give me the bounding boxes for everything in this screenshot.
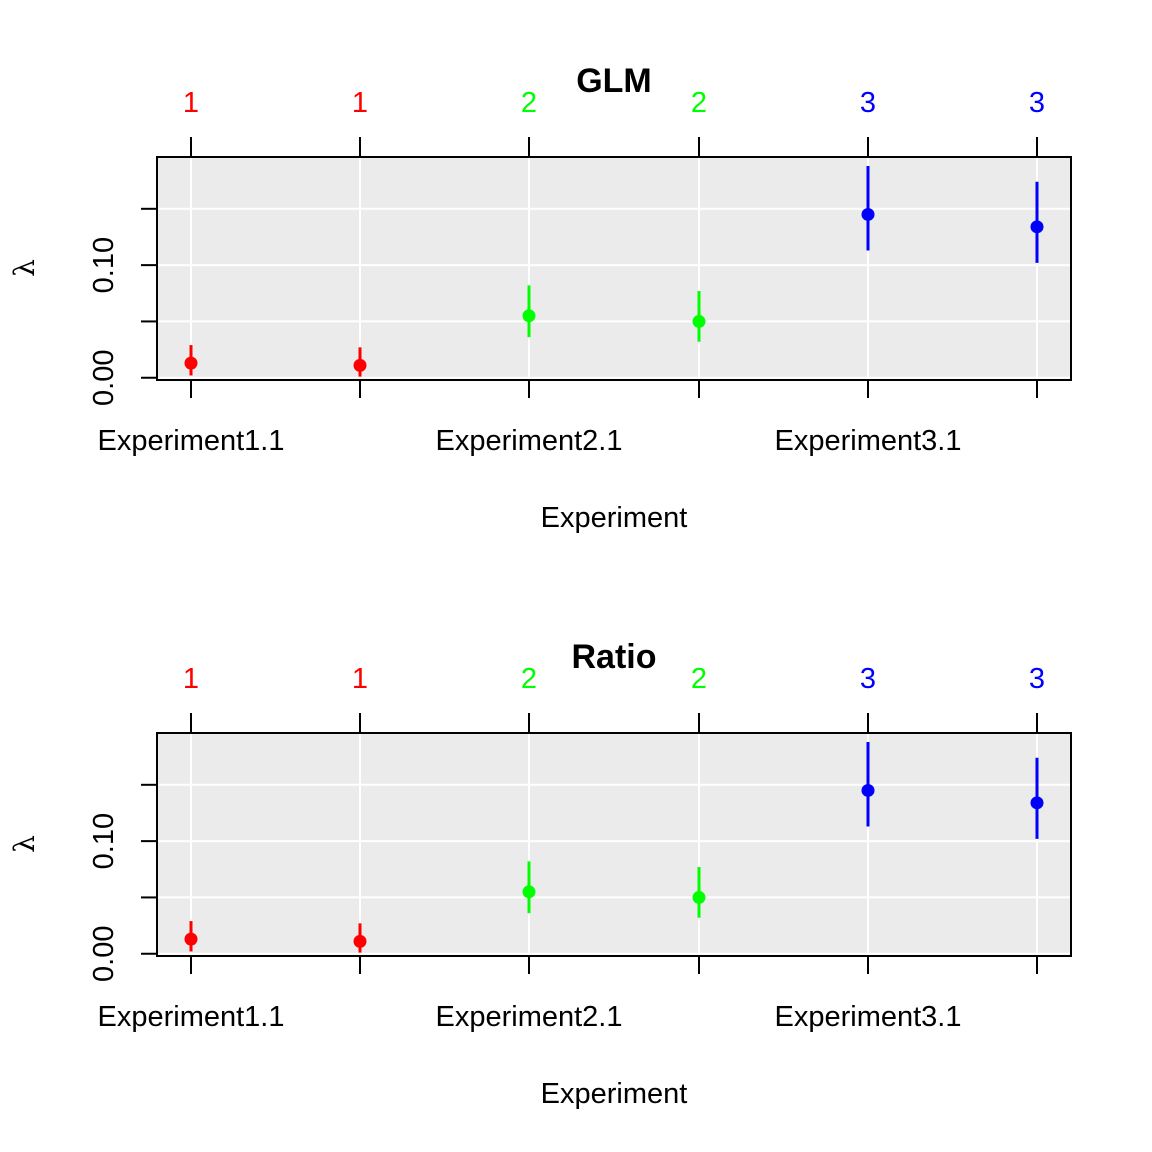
x-tick-label: Experiment1.1 bbox=[98, 1001, 285, 1033]
y-axis-title: λ bbox=[8, 259, 41, 277]
data-point bbox=[353, 934, 367, 948]
data-point bbox=[522, 309, 536, 323]
y-tick-label: 0.10 bbox=[88, 237, 120, 293]
top-group-label: 3 bbox=[1029, 663, 1045, 695]
x-tick-label: Experiment2.1 bbox=[436, 1001, 623, 1033]
x-axis-title: Experiment bbox=[541, 502, 688, 534]
y-tick-label: 0.10 bbox=[88, 813, 120, 869]
y-tick-label: 0.00 bbox=[88, 926, 120, 982]
plot-title: GLM bbox=[576, 62, 652, 100]
x-tick-label: Experiment3.1 bbox=[775, 1001, 962, 1033]
top-group-label: 3 bbox=[860, 663, 876, 695]
data-point bbox=[692, 890, 706, 904]
y-tick-label: 0.00 bbox=[88, 350, 120, 406]
top-group-label: 2 bbox=[521, 87, 537, 119]
data-point bbox=[522, 885, 536, 899]
top-group-label: 1 bbox=[352, 663, 368, 695]
plot-panel-1: 0.00 0.10 λ Experiment1.1 Experiment2.1 Exper… bbox=[8, 62, 1072, 534]
data-point bbox=[1030, 220, 1044, 234]
top-group-label: 1 bbox=[183, 663, 199, 695]
plot-title: Ratio bbox=[572, 638, 657, 676]
data-point bbox=[184, 932, 198, 946]
top-group-label: 2 bbox=[521, 663, 537, 695]
top-group-label: 1 bbox=[183, 87, 199, 119]
top-group-label: 2 bbox=[691, 663, 707, 695]
plot-background bbox=[157, 157, 1071, 380]
y-axis-title: λ bbox=[8, 835, 41, 853]
top-group-label: 1 bbox=[352, 87, 368, 119]
top-group-label: 3 bbox=[1029, 87, 1045, 119]
top-group-label: 3 bbox=[860, 87, 876, 119]
plot-panel-2: 0.00 0.10 λ Experiment1.1 Experiment2.1 Exper… bbox=[8, 638, 1072, 1110]
data-point bbox=[861, 207, 875, 221]
plot-background bbox=[157, 733, 1071, 956]
data-point bbox=[692, 314, 706, 328]
x-tick-label: Experiment3.1 bbox=[775, 425, 962, 457]
x-tick-label: Experiment1.1 bbox=[98, 425, 285, 457]
x-tick-label: Experiment2.1 bbox=[436, 425, 623, 457]
data-point bbox=[353, 358, 367, 372]
data-point bbox=[861, 783, 875, 797]
top-group-label: 2 bbox=[691, 87, 707, 119]
data-point bbox=[1030, 796, 1044, 810]
x-axis-title: Experiment bbox=[541, 1078, 688, 1110]
data-point bbox=[184, 356, 198, 370]
